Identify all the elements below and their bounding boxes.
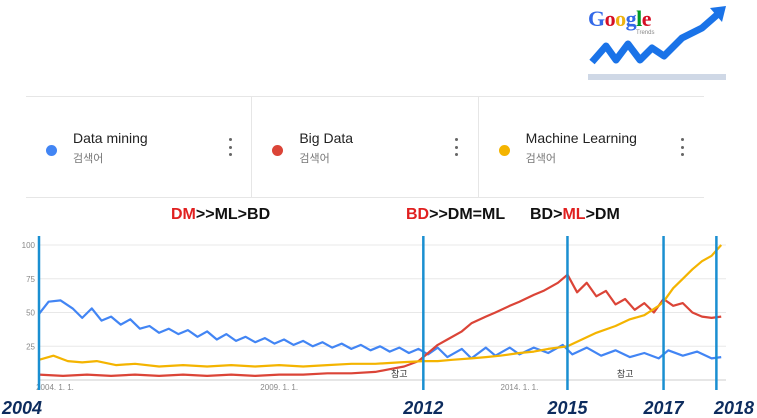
google-logo-text: Google: [588, 6, 652, 31]
series-color-dot: [498, 145, 510, 156]
y-tick-label: 100: [22, 241, 36, 250]
series-line: [38, 299, 722, 360]
search-terms-bar: Data mining 검색어 Big Data 검색어 Machine Lea…: [26, 96, 704, 198]
annotation-period-2: BD>>DM=ML: [406, 206, 505, 224]
annotation-part: ML: [562, 206, 586, 223]
search-term-type: 검색어: [299, 153, 330, 165]
annotation-period-1: DM>>ML>BD: [171, 206, 270, 224]
annotation-part: >>ML>BD: [195, 206, 271, 223]
more-options-icon[interactable]: [454, 138, 460, 156]
chart-note: 참고: [391, 369, 408, 380]
search-term-label: Machine Learning: [525, 130, 637, 146]
year-marker-label: 2004: [1, 398, 42, 418]
annotation-period-3: BD>ML>DM: [530, 206, 620, 224]
annotation-part: >>DM=ML: [429, 206, 506, 223]
year-marker-label: 2015: [546, 398, 588, 418]
series-color-dot: [46, 145, 57, 156]
annotation-part: BD: [406, 206, 430, 223]
y-tick-label: 50: [26, 309, 35, 318]
year-marker-label: 2018: [713, 398, 754, 418]
y-tick-label: 75: [26, 275, 35, 284]
series-line: [38, 273, 722, 377]
search-term-card-machine-learning[interactable]: Machine Learning 검색어: [479, 97, 704, 197]
search-term-card-big-data[interactable]: Big Data 검색어: [252, 97, 479, 197]
y-tick-label: 25: [26, 342, 35, 351]
chart-note: 참고: [617, 369, 634, 380]
logo-trends-label: Trends: [636, 30, 655, 36]
search-term-type: 검색어: [525, 153, 557, 165]
more-options-icon[interactable]: [227, 138, 233, 156]
year-marker-label: 2012: [402, 398, 443, 418]
x-tick-label: 2014. 1. 1.: [501, 383, 539, 392]
year-marker-label: 2017: [643, 398, 685, 418]
google-trends-logo: Google Trends: [586, 4, 728, 82]
more-options-icon[interactable]: [680, 138, 686, 156]
annotation-part: >DM: [585, 206, 620, 223]
x-tick-label: 2009. 1. 1.: [260, 383, 298, 392]
trend-arrow-icon: [588, 6, 726, 80]
annotation-part: DM: [171, 206, 196, 223]
x-tick-label: 2004. 1. 1.: [36, 383, 74, 392]
search-term-card-data-mining[interactable]: Data mining 검색어: [26, 97, 253, 197]
search-term-label: Data mining: [73, 130, 148, 146]
annotation-part: BD>: [530, 206, 563, 223]
series-line: [38, 244, 723, 368]
search-term-label: Big Data: [299, 130, 354, 146]
series-color-dot: [272, 145, 284, 156]
search-term-type: 검색어: [73, 153, 104, 165]
